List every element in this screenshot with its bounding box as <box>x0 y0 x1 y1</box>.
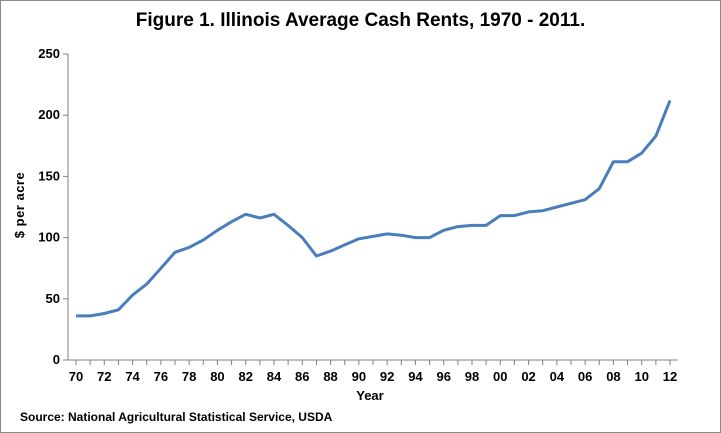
x-tick-label: 80 <box>210 369 224 384</box>
chart-title: Figure 1. Illinois Average Cash Rents, 1… <box>135 10 586 31</box>
x-tick-label: 04 <box>550 369 565 384</box>
y-tick-label: 200 <box>38 107 60 122</box>
x-tick-label: 78 <box>182 369 196 384</box>
y-tick-label: 150 <box>38 168 60 183</box>
x-tick-label: 00 <box>493 369 507 384</box>
x-tick-label: 90 <box>352 369 366 384</box>
x-tick-label: 08 <box>606 369 620 384</box>
x-tick-label: 70 <box>69 369 83 384</box>
x-tick-label: 94 <box>408 369 423 384</box>
y-tick-label: 50 <box>46 291 60 306</box>
x-tick-label: 88 <box>323 369 337 384</box>
x-tick-label: 76 <box>154 369 168 384</box>
x-axis-label: Year <box>356 388 384 403</box>
y-tick-label: 0 <box>53 352 60 367</box>
x-tick-label: 10 <box>634 369 648 384</box>
x-tick-label: 82 <box>238 369 252 384</box>
x-tick-label: 86 <box>295 369 309 384</box>
x-tick-label: 98 <box>465 369 479 384</box>
x-tick-label: 84 <box>267 369 282 384</box>
y-tick-label: 250 <box>38 46 60 61</box>
x-tick-label: 72 <box>97 369 111 384</box>
source-note: Source: National Agricultural Statistica… <box>20 410 333 424</box>
series-line-cash-rent <box>76 99 672 318</box>
x-tick-label: 96 <box>436 369 450 384</box>
x-tick-label: 06 <box>578 369 592 384</box>
x-tick-label: 74 <box>125 369 140 384</box>
x-tick-label: 02 <box>521 369 535 384</box>
x-tick-label: 92 <box>380 369 394 384</box>
x-tick-label: 12 <box>663 369 677 384</box>
y-tick-label: 100 <box>38 230 60 245</box>
